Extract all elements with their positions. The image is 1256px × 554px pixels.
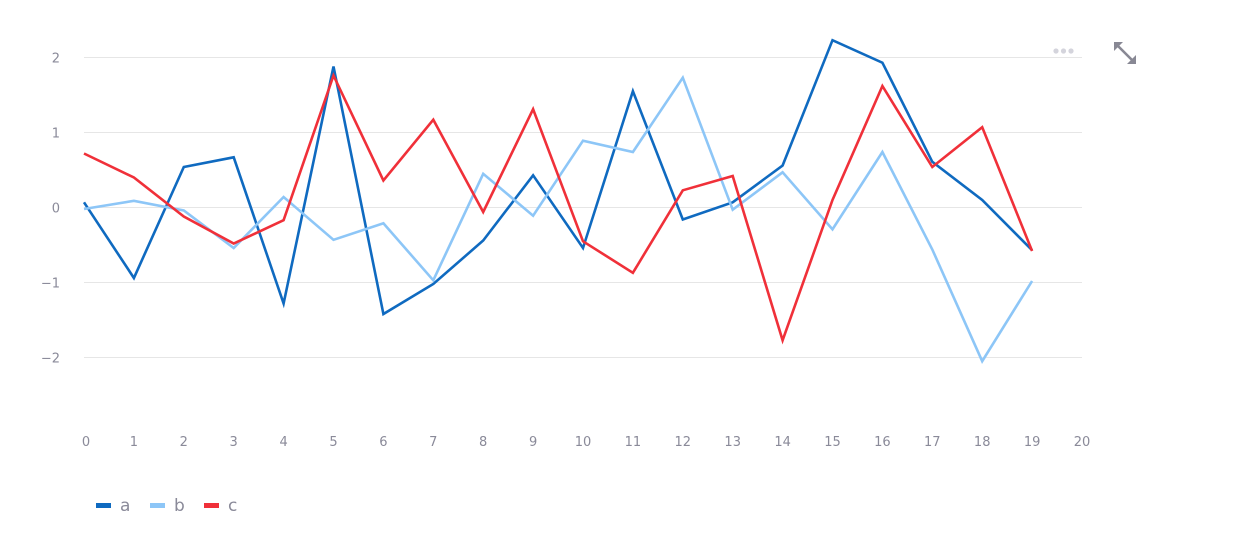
y-tick-label: 2 [52, 52, 60, 67]
x-tick-label: 0 [82, 435, 90, 450]
x-tick-label: 4 [279, 435, 287, 450]
legend-label: a [120, 496, 130, 516]
x-tick-label: 12 [675, 435, 692, 450]
x-tick-label: 13 [724, 435, 741, 450]
x-tick-label: 15 [824, 435, 841, 450]
x-tick-label: 5 [329, 435, 337, 450]
x-axis-ticks: 0 1 2 3 4 5 6 7 8 9 10 11 12 13 14 15 16 17 18 19 20 [82, 435, 1090, 450]
legend: a b c [96, 496, 237, 516]
legend-label: c [228, 496, 237, 516]
y-axis-ticks: 2 1 0 −1 −2 [41, 52, 60, 367]
x-tick-label: 10 [575, 435, 592, 450]
plot-area [82, 38, 1034, 364]
x-tick-label: 1 [130, 435, 138, 450]
series-line-c[interactable] [83, 72, 1034, 345]
x-tick-label: 8 [479, 435, 487, 450]
x-tick-label: 7 [429, 435, 437, 450]
x-tick-label: 9 [529, 435, 537, 450]
legend-item-b[interactable]: b [150, 496, 185, 516]
x-tick-label: 14 [774, 435, 791, 450]
fullscreen-expand-icon[interactable] [1114, 42, 1136, 64]
more-dots-icon[interactable] [1053, 48, 1074, 54]
x-tick-label: 2 [180, 435, 188, 450]
x-tick-label: 20 [1074, 435, 1091, 450]
grid-lines [84, 57, 1082, 358]
x-tick-label: 19 [1024, 435, 1041, 450]
x-tick-label: 17 [924, 435, 941, 450]
series-line-a[interactable] [82, 38, 1034, 317]
x-tick-label: 18 [974, 435, 991, 450]
x-tick-label: 6 [379, 435, 387, 450]
y-tick-label: 0 [52, 202, 60, 217]
y-tick-label: −2 [41, 352, 60, 367]
x-tick-label: 11 [625, 435, 642, 450]
legend-swatch [204, 503, 219, 508]
y-tick-label: 1 [52, 127, 60, 142]
legend-item-c[interactable]: c [204, 496, 237, 516]
x-tick-label: 16 [874, 435, 891, 450]
series-line-b[interactable] [83, 74, 1034, 364]
legend-label: b [174, 496, 185, 516]
legend-item-a[interactable]: a [96, 496, 130, 516]
legend-swatch [150, 503, 165, 508]
legend-swatch [96, 503, 111, 508]
y-tick-label: −1 [41, 277, 60, 292]
x-tick-label: 3 [230, 435, 238, 450]
